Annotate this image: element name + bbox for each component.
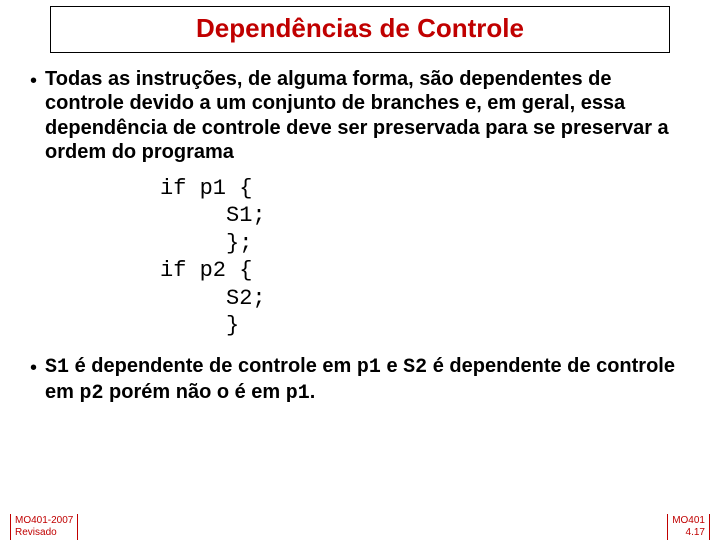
slide-title: Dependências de Controle	[51, 13, 669, 44]
footer-left: MO401-2007 Revisado	[10, 514, 78, 540]
text-seg: porém não o é em	[104, 381, 286, 403]
footer-right-line2: 4.17	[672, 527, 705, 539]
footer-right-line1: MO401	[672, 515, 705, 527]
footer-left-line2: Revisado	[15, 527, 73, 539]
code-p2: p2	[79, 382, 103, 405]
title-box: Dependências de Controle	[50, 6, 670, 53]
code-p1: p1	[357, 356, 381, 379]
footer-left-line1: MO401-2007	[15, 515, 73, 527]
bullet-marker: •	[30, 356, 37, 380]
text-seg: .	[310, 381, 316, 403]
bullet-marker: •	[30, 69, 37, 93]
text-seg: e	[381, 355, 403, 377]
code-block: if p1 { S1; }; if p2 { S2; }	[160, 175, 690, 340]
code-s2: S2	[403, 356, 427, 379]
code-s1: S1	[45, 356, 69, 379]
bullet-2: • S1 é dependente de controle em p1 e S2…	[30, 354, 690, 407]
code-p1b: p1	[286, 382, 310, 405]
footer-right: MO401 4.17	[667, 514, 710, 540]
text-seg: é dependente de controle em	[69, 355, 357, 377]
bullet-2-text: S1 é dependente de controle em p1 e S2 é…	[45, 354, 690, 407]
bullet-1-text: Todas as instruções, de alguma forma, sã…	[45, 67, 690, 165]
bullet-1: • Todas as instruções, de alguma forma, …	[30, 67, 690, 165]
content-area: • Todas as instruções, de alguma forma, …	[0, 53, 720, 406]
